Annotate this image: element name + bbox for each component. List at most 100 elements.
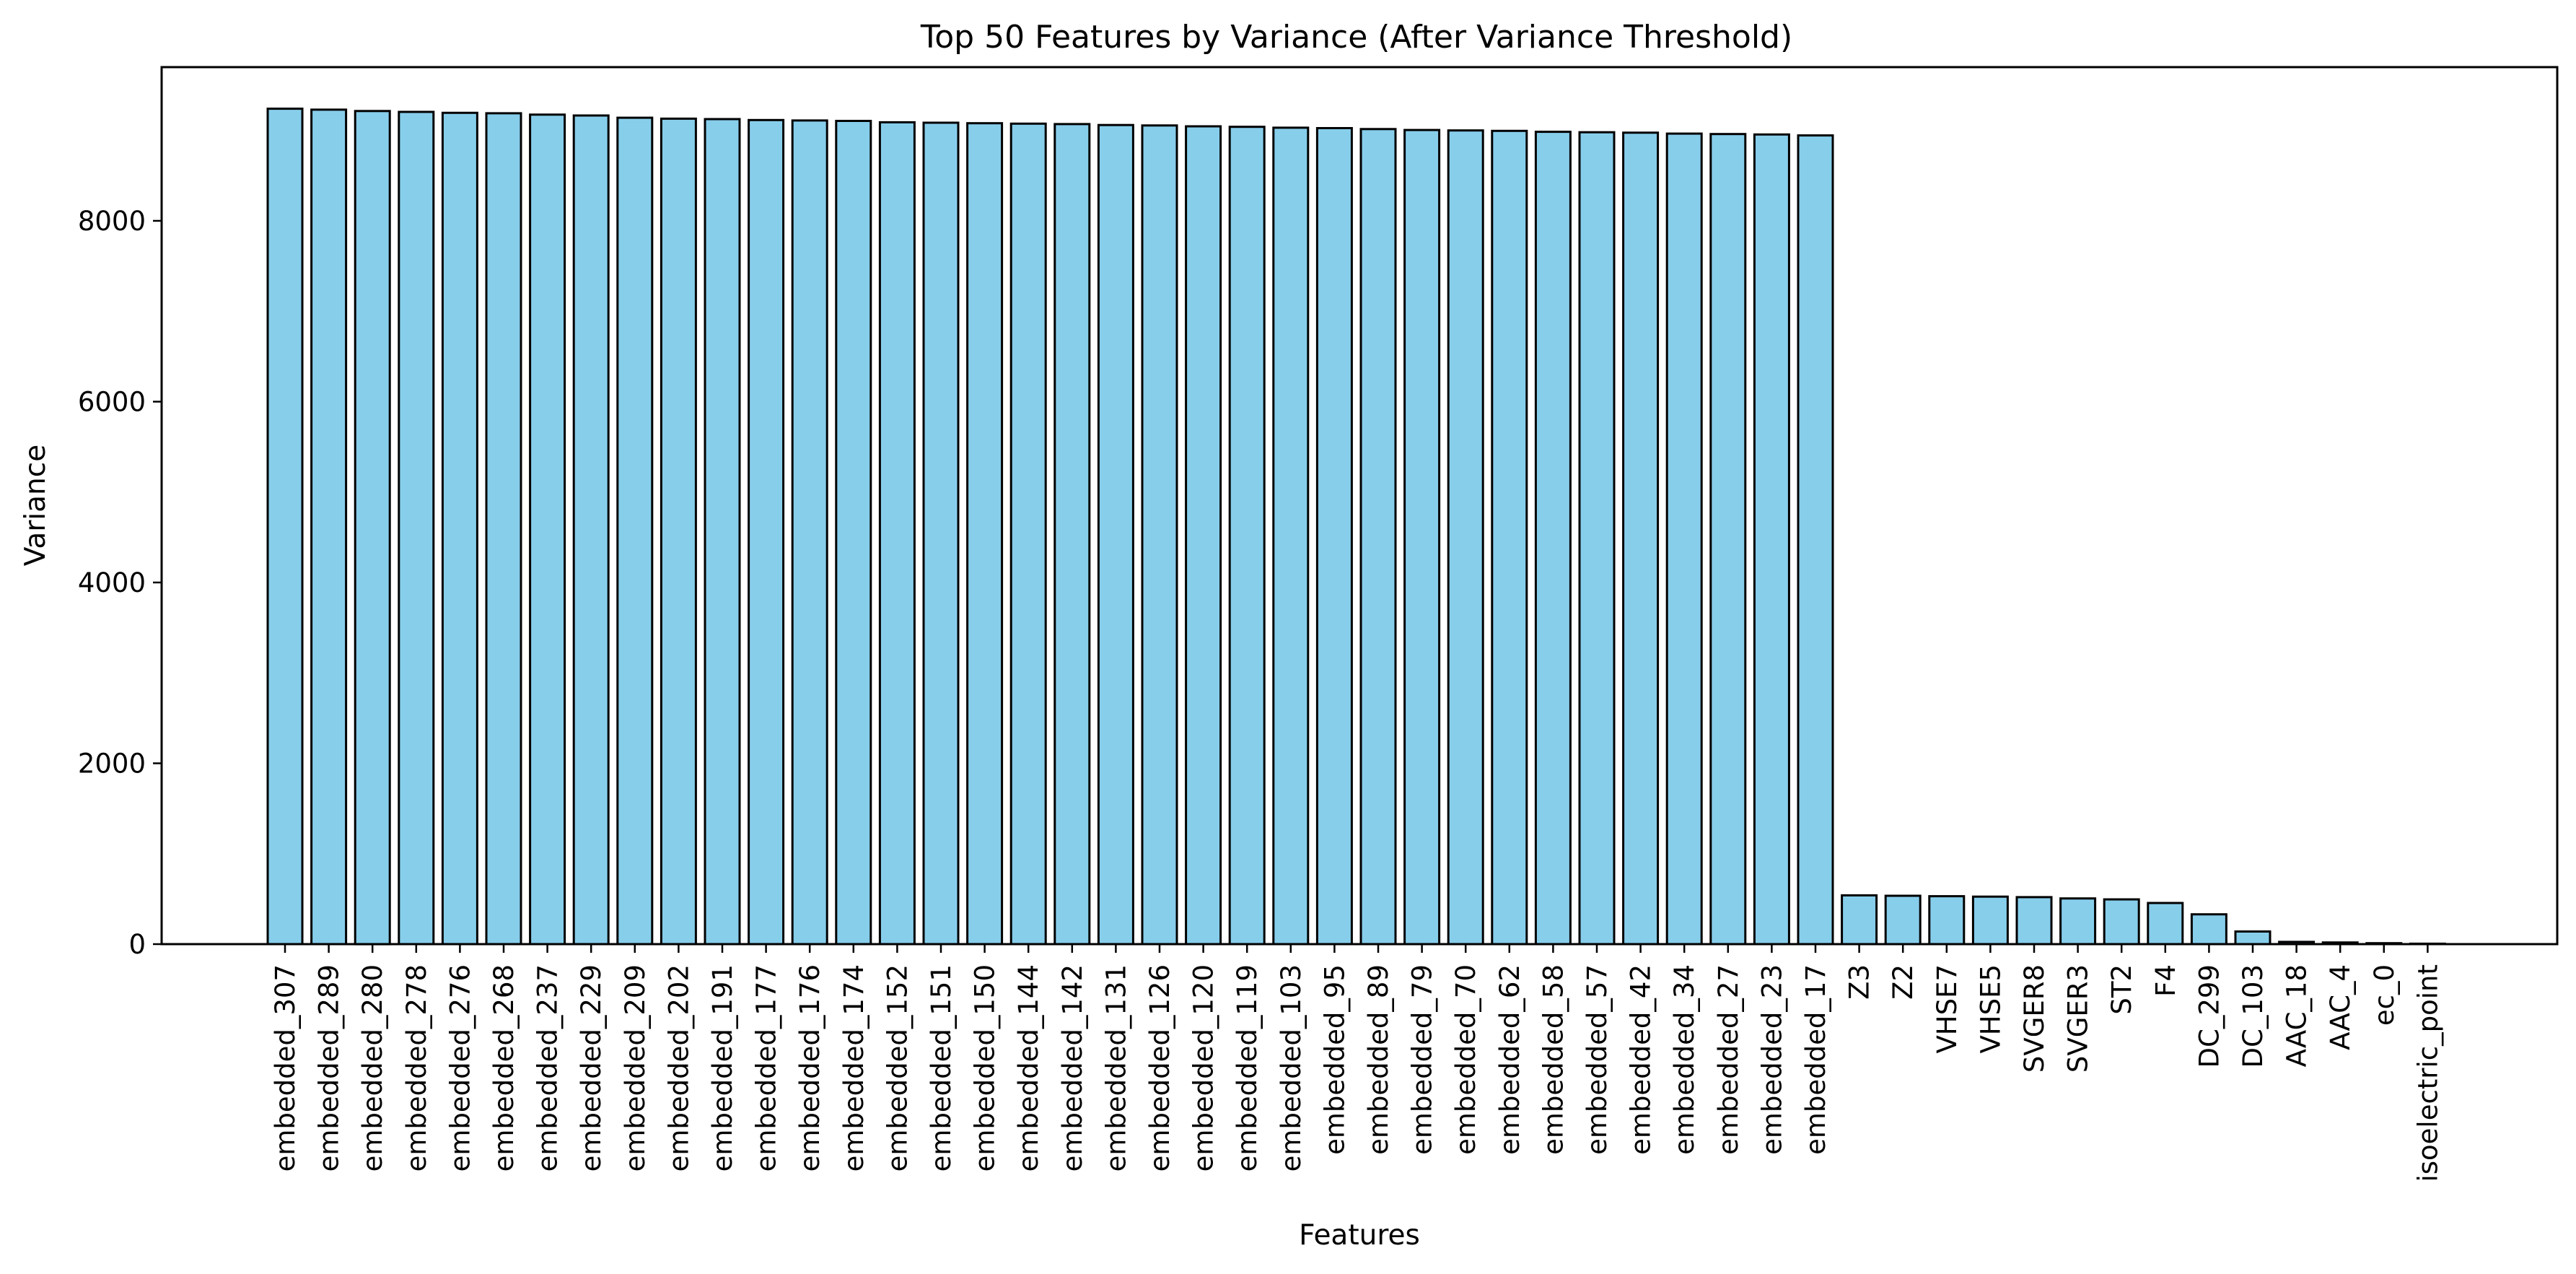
bar [354,110,391,946]
x-tick-label: embedded_95 [1319,964,1350,1155]
bar [878,121,916,946]
bar [1359,128,1397,946]
x-tick-label: embedded_268 [489,964,520,1172]
x-tick-label: embedded_202 [663,964,694,1172]
x-tick-label: DC_299 [2194,964,2225,1068]
bar [1622,131,1660,946]
bar [1403,128,1441,946]
x-tick-label: embedded_17 [1800,964,1831,1155]
bar [2147,902,2184,946]
x-tick-label: embedded_131 [1100,964,1131,1172]
bar [704,118,741,946]
x-tick-label: embedded_209 [620,964,651,1172]
bar [616,116,654,946]
bar [398,110,435,946]
x-tick-label: embedded_57 [1582,964,1613,1155]
bar [1315,127,1353,946]
x-tick-label: embedded_42 [1626,964,1657,1155]
x-tick-label: embedded_126 [1144,964,1175,1172]
bar [966,122,1004,946]
x-tick-label: embedded_79 [1407,964,1438,1155]
x-tick-label: embedded_280 [357,964,388,1172]
bar [266,108,304,946]
x-tick-label: embedded_176 [794,964,825,1172]
x-tick-label: Z3 [1844,964,1875,1000]
bar [2190,913,2227,946]
y-axis-label: Variance [19,445,52,566]
x-tick-label: embedded_174 [838,964,869,1172]
bar [1971,895,2009,946]
bar [1009,122,1047,946]
x-tick-label: SVGER3 [2063,964,2094,1073]
x-tick-label: ST2 [2106,964,2137,1015]
x-tick-label: embedded_142 [1057,964,1088,1172]
x-tick-label: VHSE7 [1932,964,1963,1054]
x-tick-label: embedded_89 [1363,964,1394,1155]
bar [835,120,872,946]
bar [1228,126,1266,946]
bar [1185,125,1222,946]
x-tick-label: embedded_70 [1450,964,1481,1155]
x-tick-label: SVGER8 [2019,964,2050,1073]
bar [2234,930,2271,946]
y-tick-label: 2000 [78,748,146,779]
bar [310,108,348,946]
x-tick-label: embedded_152 [882,964,913,1172]
x-tick-label: F4 [2150,964,2181,997]
bars-group [266,108,2446,946]
bar [748,118,785,946]
bar [1709,133,1747,946]
bar [2103,898,2140,946]
chart-title: Top 50 Features by Variance (After Varia… [920,19,1792,56]
x-axis-label: Features [1299,1219,1420,1252]
x-tick-label: embedded_119 [1232,964,1263,1172]
bar [1578,131,1616,946]
bar [1534,131,1572,946]
x-tick-label: embedded_58 [1538,964,1569,1155]
x-tick-label: embedded_307 [270,964,301,1172]
bar [791,119,828,946]
y-tick-label: 0 [128,929,146,960]
x-tick-label: embedded_237 [533,964,564,1172]
x-tick-label: VHSE5 [1975,964,2006,1054]
x-tick-label: isoelectric_point [2412,964,2443,1182]
bar [441,111,478,946]
bar [1491,129,1528,946]
x-tick-label: embedded_144 [1013,964,1044,1172]
x-tick-label: embedded_151 [926,964,957,1172]
bar [1447,129,1484,946]
bar [1053,123,1091,946]
bar [1753,133,1790,946]
x-tick-label: ec_0 [2369,964,2400,1026]
bar [1665,132,1703,946]
x-tick-label: embedded_278 [401,964,432,1172]
x-tick-label: embedded_103 [1276,964,1307,1172]
x-tick-label: embedded_289 [314,964,345,1172]
x-tick-label: embedded_150 [970,964,1001,1172]
bar [1841,894,1878,946]
x-tick-label: embedded_27 [1713,964,1744,1155]
bar [485,112,522,946]
x-tick-label: embedded_276 [444,964,476,1172]
y-tick-label: 8000 [78,206,146,237]
x-tick-label: Z2 [1888,964,1919,1000]
x-tick-label: embedded_191 [707,964,738,1172]
bar [922,121,960,946]
bar [2059,897,2097,946]
x-tick-label: embedded_120 [1188,964,1219,1172]
y-tick-label: 6000 [78,386,146,417]
bar [1272,126,1310,946]
bar [1097,123,1134,946]
x-tick-label: embedded_62 [1494,964,1525,1155]
bar [572,114,610,946]
bar [1928,895,1966,946]
bar [1884,894,1922,946]
bar [2015,896,2053,946]
bar [660,117,697,946]
x-tick-label: embedded_23 [1756,964,1787,1155]
bar [529,113,566,946]
y-axis-ticks: 0 2000 4000 6000 8000 [78,206,162,960]
x-tick-label: embedded_177 [751,964,782,1172]
y-tick-label: 4000 [78,567,146,598]
